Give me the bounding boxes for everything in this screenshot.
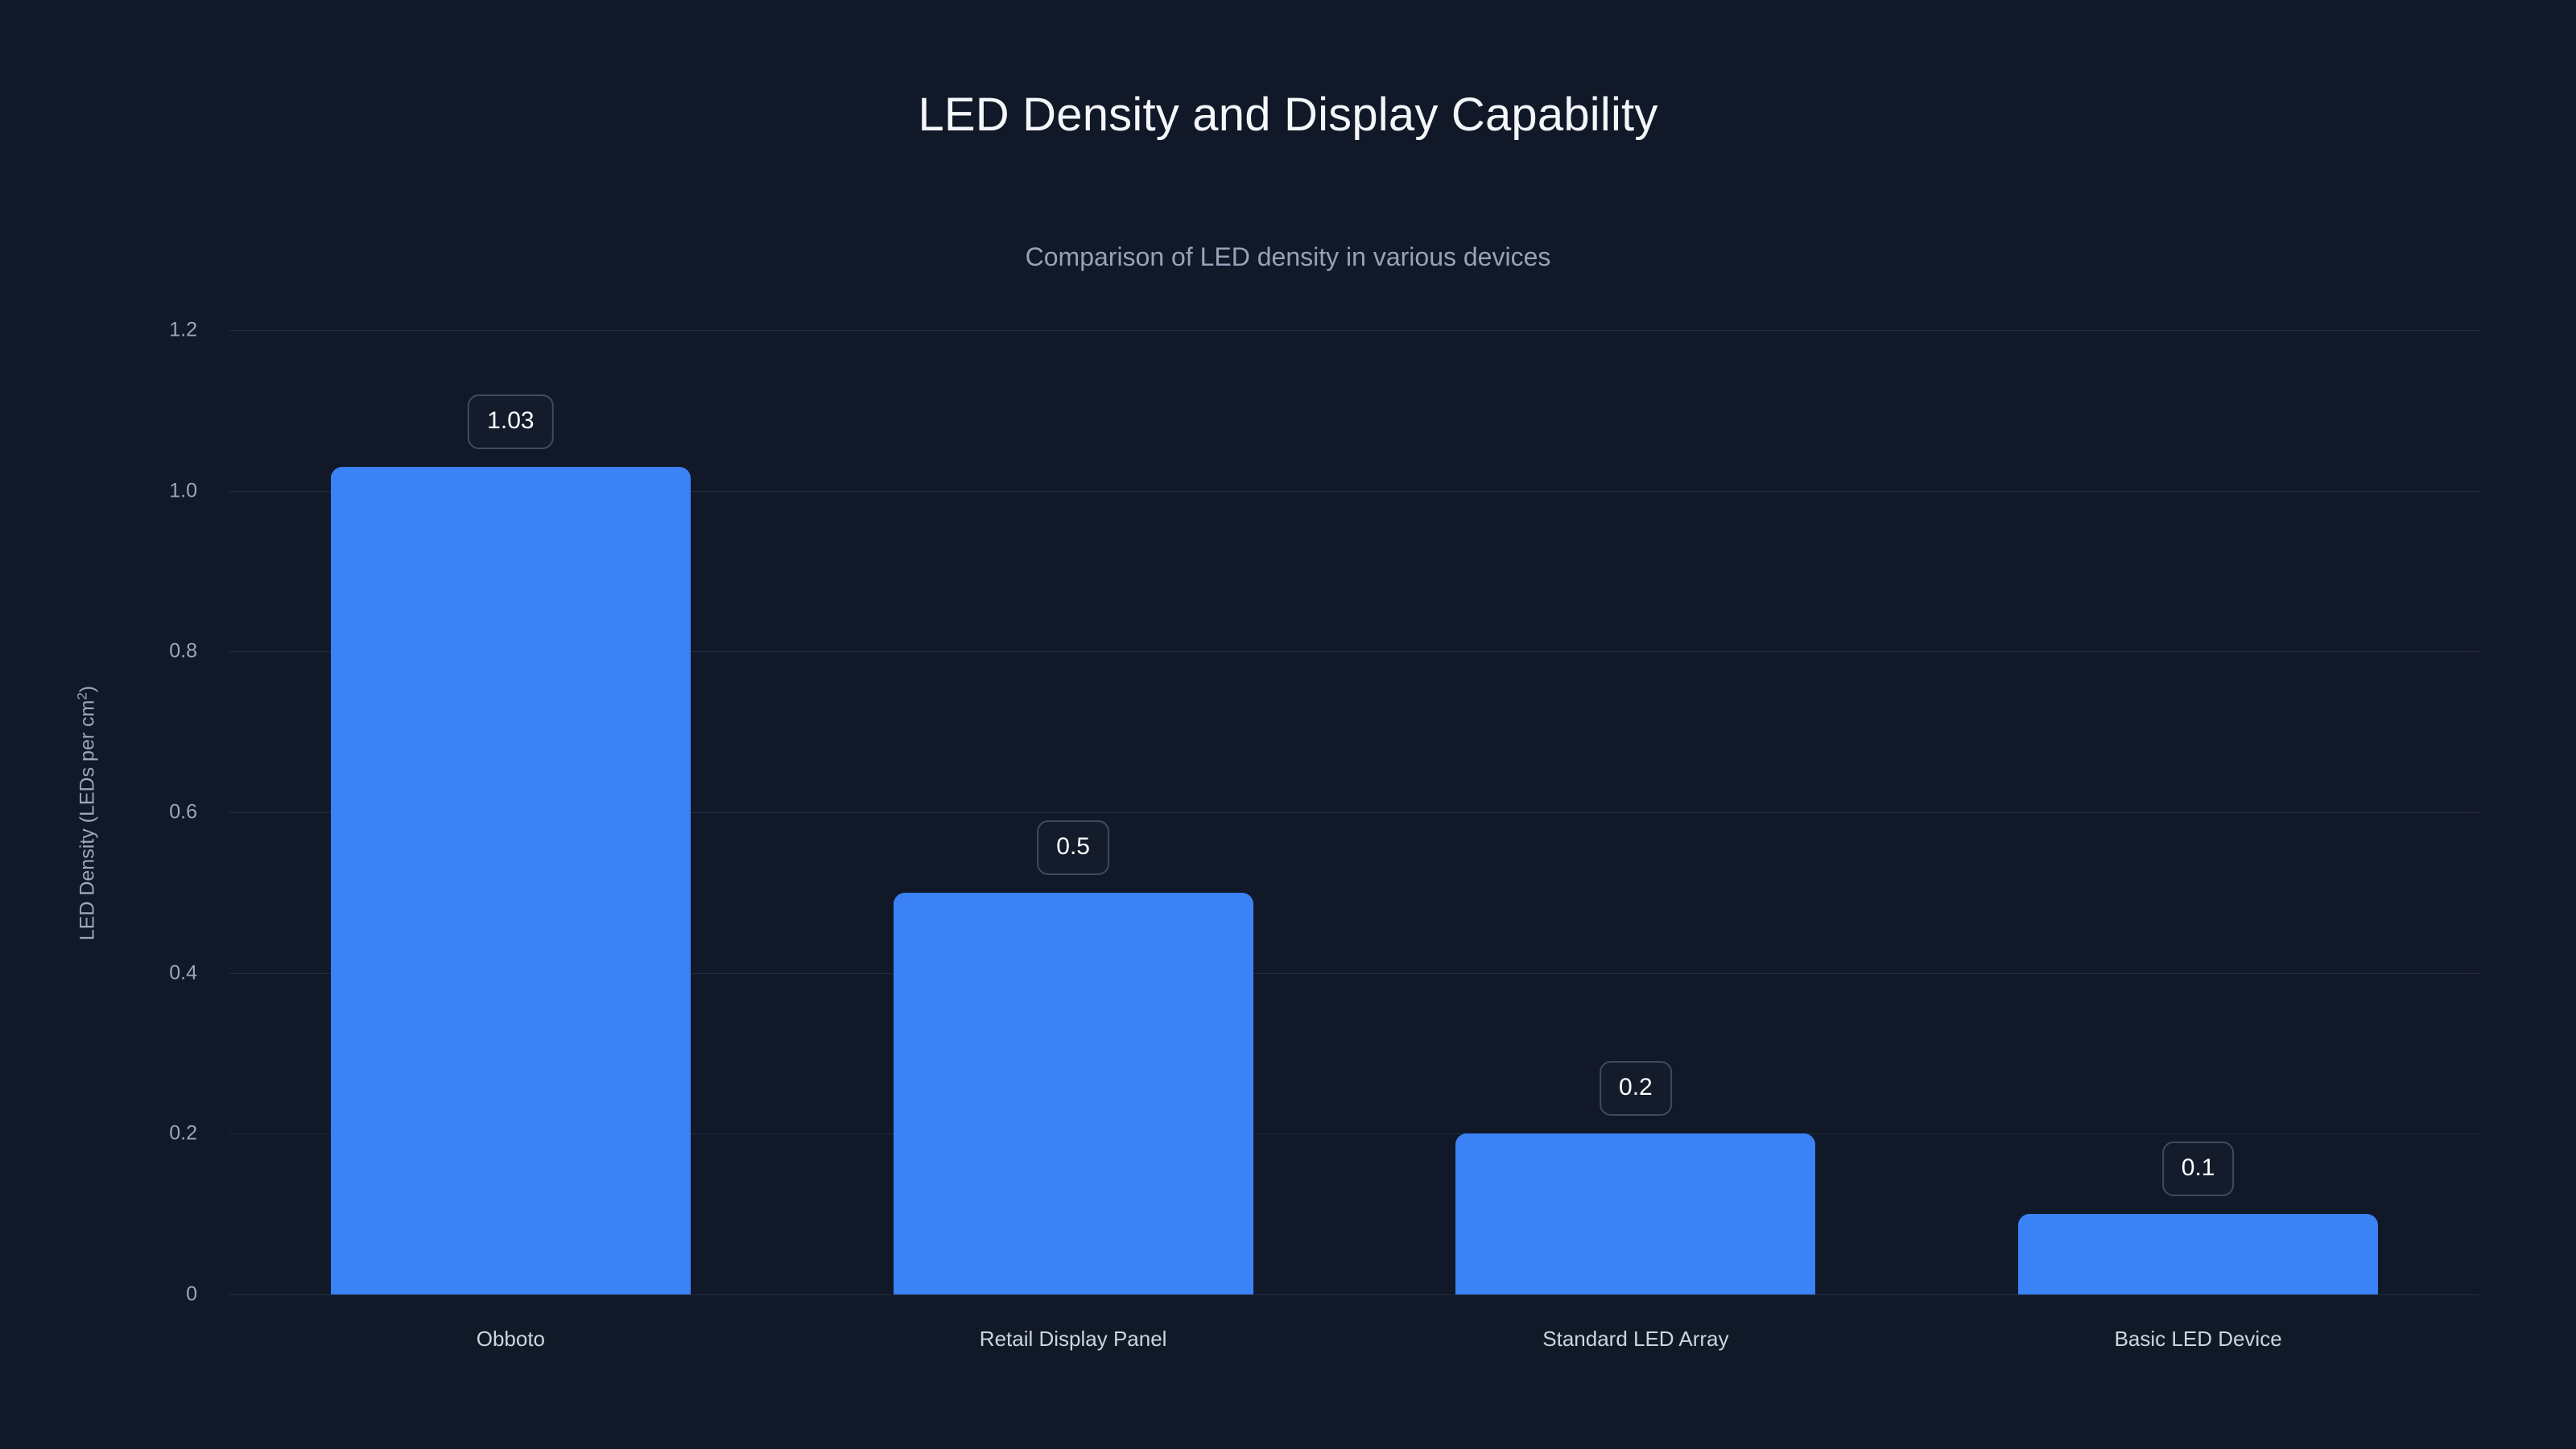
x-axis-tick-label-3: Standard LED Array [1542,1327,1729,1351]
bar-2[interactable] [893,892,1253,1294]
bar-3[interactable] [1455,1133,1816,1294]
y-axis-tick-label: 0.8 [169,639,197,663]
y-axis-tick-label: 1.0 [169,479,197,502]
y-axis-tick-label: 0.4 [169,961,197,985]
chart-title: LED Density and Display Capability [918,89,1658,141]
x-axis-tick-label-1: Obboto [476,1327,546,1351]
gridline [229,1294,2479,1295]
y-axis-tick-label: 1.2 [169,318,197,341]
gridline [229,330,2479,331]
y-axis-tick-label: 0.2 [169,1121,197,1145]
plot-area [229,330,2479,1295]
bar-value-label-2: 0.5 [1037,819,1109,875]
chart-subtitle: Comparison of LED density in various dev… [1025,242,1551,271]
bar-1[interactable] [330,466,691,1294]
x-axis-tick-label-2: Retail Display Panel [979,1327,1167,1351]
gridline [229,1133,2479,1135]
y-axis-title-text-end: ) [76,685,99,693]
gridline [229,490,2479,492]
x-axis-tick-label-4: Basic LED Device [2114,1327,2282,1351]
gridline [229,812,2479,813]
y-axis-tick-label: 0 [186,1282,197,1306]
bar-value-label-1: 1.03 [468,394,554,449]
bar-value-label-4: 0.1 [2161,1141,2235,1197]
bar-value-label-3: 0.2 [1600,1061,1672,1117]
gridline [229,651,2479,653]
y-axis-tick-label: 0.6 [169,800,197,824]
gridline [229,972,2479,974]
y-axis-title-superscript: 2 [74,692,90,700]
bar-4[interactable] [2018,1214,2379,1294]
